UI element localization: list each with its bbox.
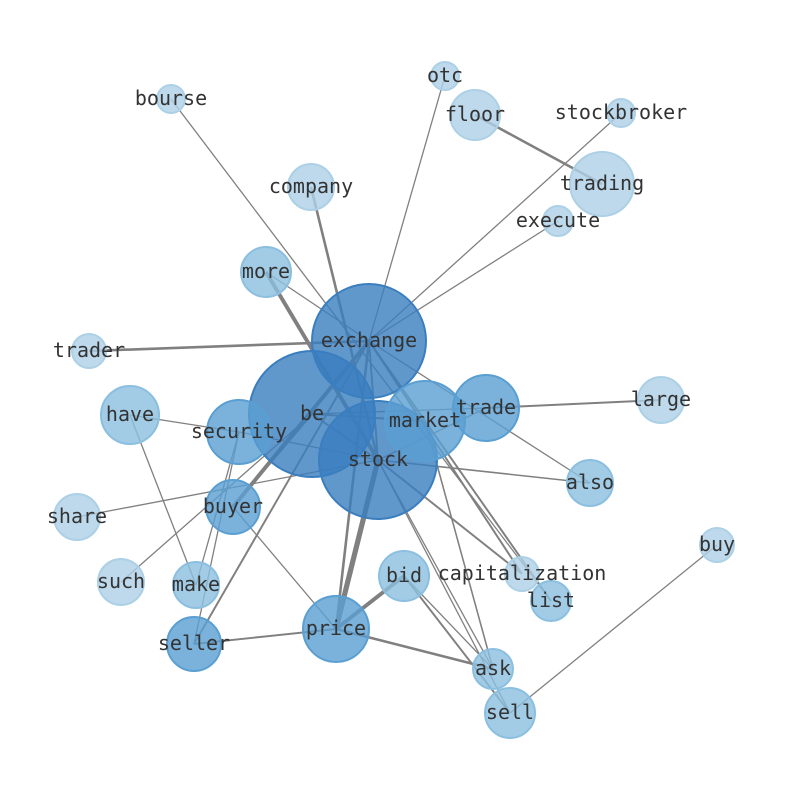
node-label-buy: buy [699,532,735,556]
node-company [287,163,335,211]
node-label-market: market [389,408,461,432]
node-seller [166,616,222,672]
node-label-more: more [242,259,290,283]
node-trader [71,333,107,369]
node-otc [430,61,460,91]
node-buyer [205,479,261,535]
node-label-ask: ask [475,656,511,680]
node-execute [542,205,574,237]
node-label-exchange: exchange [321,328,417,352]
node-label-trade: trade [456,395,516,419]
node-label-company: company [269,174,353,198]
edge-security-seller [193,431,240,645]
node-have [100,385,160,445]
node-trade [452,374,520,442]
node-label-capitalization: capitalization [438,561,607,585]
node-label-bid: bid [386,563,422,587]
node-label-make: make [172,572,220,596]
node-security [206,399,272,465]
node-label-large: large [631,387,691,411]
node-also [566,459,614,507]
node-label-sell: sell [486,700,534,724]
node-capitalization [504,556,540,592]
edge-bid-sell [403,575,511,714]
node-label-stockbroker: stockbroker [555,100,687,124]
node-floor [449,89,501,141]
node-more [240,246,292,298]
node-sell [484,687,536,739]
node-label-stock: stock [348,447,408,471]
node-label-otc: otc [427,63,463,87]
edge-sell-buy [509,544,718,714]
node-stockbroker [606,98,636,128]
node-label-seller: seller [158,631,230,655]
node-share [53,493,101,541]
node-label-list: list [527,588,575,612]
node-bid [378,550,430,602]
node-label-floor: floor [445,102,505,126]
node-label-have: have [106,402,154,426]
node-label-bourse: bourse [135,86,207,110]
node-buy [699,527,735,563]
node-label-security: security [191,419,287,443]
node-label-share: share [47,504,107,528]
node-make [172,561,220,609]
node-ask [472,648,514,690]
node-price [302,595,370,663]
node-label-be: be [300,401,324,425]
node-label-price: price [306,616,366,640]
node-bourse [156,84,186,114]
node-label-also: also [566,470,614,494]
node-large [637,376,685,424]
node-list [530,580,572,622]
node-label-execute: execute [516,208,600,232]
node-label-such: such [97,569,145,593]
edge-have-make [129,414,197,586]
node-label-trader: trader [53,338,125,362]
node-label-trading: trading [560,171,644,195]
node-such [97,558,145,606]
node-trading [569,151,635,217]
node-label-buyer: buyer [203,494,263,518]
